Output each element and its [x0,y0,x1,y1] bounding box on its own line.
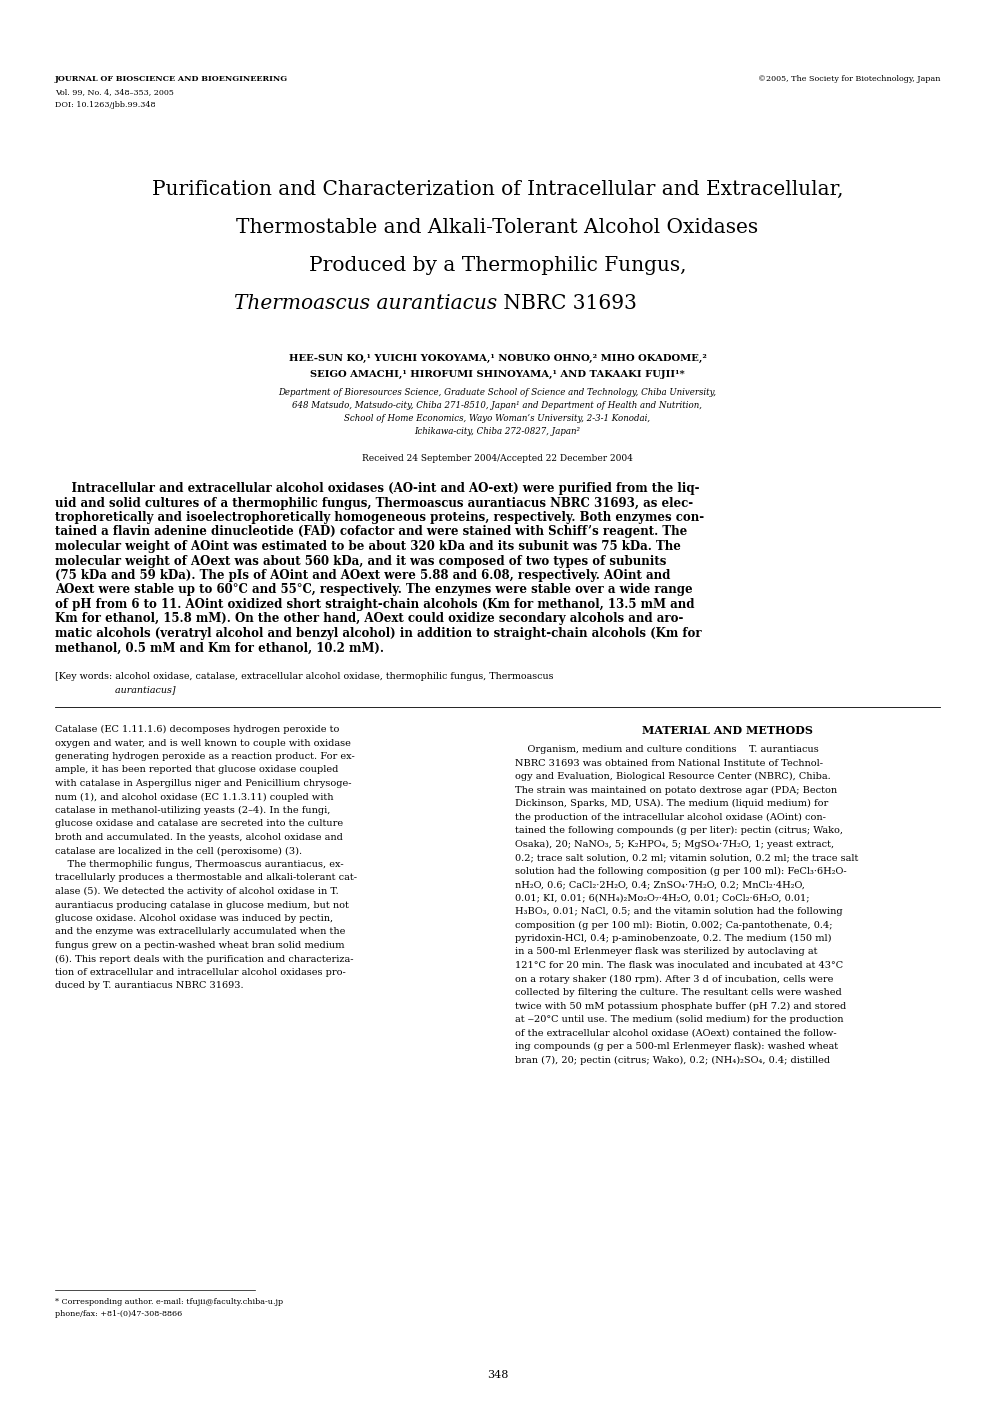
Text: ing compounds (g per a 500-ml Erlenmeyer flask): washed wheat: ing compounds (g per a 500-ml Erlenmeyer… [515,1042,838,1051]
Text: tained a flavin adenine dinucleotide (FAD) cofactor and were stained with Schiff: tained a flavin adenine dinucleotide (FA… [55,526,687,539]
Text: MATERIAL AND METHODS: MATERIAL AND METHODS [642,725,812,737]
Text: Purification and Characterization of Intracellular and Extracellular,: Purification and Characterization of Int… [152,180,843,199]
Text: broth and accumulated. In the yeasts, alcohol oxidase and: broth and accumulated. In the yeasts, al… [55,833,343,842]
Text: molecular weight of AOext was about 560 kDa, and it was composed of two types of: molecular weight of AOext was about 560 … [55,554,667,567]
Text: aurantiacus producing catalase in glucose medium, but not: aurantiacus producing catalase in glucos… [55,901,349,909]
Text: collected by filtering the culture. The resultant cells were washed: collected by filtering the culture. The … [515,988,842,998]
Text: 0.2; trace salt solution, 0.2 ml; vitamin solution, 0.2 ml; the trace salt: 0.2; trace salt solution, 0.2 ml; vitami… [515,853,858,861]
Text: trophoretically and isoelectrophoretically homogeneous proteins, respectively. B: trophoretically and isoelectrophoretical… [55,511,704,523]
Text: uid and solid cultures of a thermophilic fungus, Thermoascus aurantiacus NBRC 31: uid and solid cultures of a thermophilic… [55,497,693,509]
Text: H₃BO₃, 0.01; NaCl, 0.5; and the vitamin solution had the following: H₃BO₃, 0.01; NaCl, 0.5; and the vitamin … [515,906,842,916]
Text: AOext were stable up to 60°C and 55°C, respectively. The enzymes were stable ove: AOext were stable up to 60°C and 55°C, r… [55,584,692,596]
Text: catalase in methanol-utilizing yeasts (2–4). In the fungi,: catalase in methanol-utilizing yeasts (2… [55,805,330,815]
Text: Osaka), 20; NaNO₃, 5; K₂HPO₄, 5; MgSO₄·7H₂O, 1; yeast extract,: Osaka), 20; NaNO₃, 5; K₂HPO₄, 5; MgSO₄·7… [515,839,834,849]
Text: NBRC 31693: NBRC 31693 [498,295,638,313]
Text: glucose oxidase. Alcohol oxidase was induced by pectin,: glucose oxidase. Alcohol oxidase was ind… [55,913,333,923]
Text: on a rotary shaker (180 rpm). After 3 d of incubation, cells were: on a rotary shaker (180 rpm). After 3 d … [515,975,833,984]
Text: ogy and Evaluation, Biological Resource Center (NBRC), Chiba.: ogy and Evaluation, Biological Resource … [515,772,830,781]
Text: the production of the intracellular alcohol oxidase (AOint) con-: the production of the intracellular alco… [515,812,826,822]
Text: (6). This report deals with the purification and characteriza-: (6). This report deals with the purifica… [55,954,353,964]
Text: HEE-SUN KO,¹ YUICHI YOKOYAMA,¹ NOBUKO OHNO,² MIHO OKADOME,²: HEE-SUN KO,¹ YUICHI YOKOYAMA,¹ NOBUKO OH… [289,354,706,363]
Text: pyridoxin-HCl, 0.4; p-aminobenzoate, 0.2. The medium (150 ml): pyridoxin-HCl, 0.4; p-aminobenzoate, 0.2… [515,934,831,943]
Text: solution had the following composition (g per 100 ml): FeCl₃·6H₂O­: solution had the following composition (… [515,867,846,875]
Text: in a 500-ml Erlenmeyer flask was sterilized by autoclaving at: in a 500-ml Erlenmeyer flask was sterili… [515,947,817,957]
Text: Thermoascus aurantiacus: Thermoascus aurantiacus [234,295,498,313]
Text: 348: 348 [487,1369,508,1381]
Text: NBRC 31693 was obtained from National Institute of Technol-: NBRC 31693 was obtained from National In… [515,759,823,767]
Text: methanol, 0.5 mM and Km for ethanol, 10.2 mM).: methanol, 0.5 mM and Km for ethanol, 10.… [55,641,384,655]
Text: Ichikawa-city, Chiba 272-0827, Japan²: Ichikawa-city, Chiba 272-0827, Japan² [415,427,580,436]
Text: The strain was maintained on potato dextrose agar (PDA; Becton: The strain was maintained on potato dext… [515,786,837,794]
Text: Thermostable and Alkali-Tolerant Alcohol Oxidases: Thermostable and Alkali-Tolerant Alcohol… [236,217,759,237]
Text: 0.01; KI, 0.01; 6(NH₄)₂Mo₂O₇·4H₂O, 0.01; CoCl₂·6H₂O, 0.01;: 0.01; KI, 0.01; 6(NH₄)₂Mo₂O₇·4H₂O, 0.01;… [515,894,809,902]
Text: Vol. 99, No. 4, 348–353, 2005: Vol. 99, No. 4, 348–353, 2005 [55,88,174,95]
Text: composition (g per 100 ml): Biotin, 0.002; Ca-pantothenate, 0.4;: composition (g per 100 ml): Biotin, 0.00… [515,920,832,930]
Text: ©2005, The Society for Biotechnology, Japan: ©2005, The Society for Biotechnology, Ja… [758,74,940,83]
Text: twice with 50 mM potassium phosphate buffer (pH 7.2) and stored: twice with 50 mM potassium phosphate buf… [515,1002,846,1010]
Text: tion of extracellular and intracellular alcohol oxidases pro-: tion of extracellular and intracellular … [55,968,346,976]
Text: The thermophilic fungus, Thermoascus aurantiacus, ex-: The thermophilic fungus, Thermoascus aur… [55,860,343,868]
Text: SEIGO AMACHI,¹ HIROFUMI SHINOYAMA,¹ AND TAKAAKI FUJII¹*: SEIGO AMACHI,¹ HIROFUMI SHINOYAMA,¹ AND … [310,370,684,379]
Text: Intracellular and extracellular alcohol oxidases (AO­int and AO­ext) were purifi: Intracellular and extracellular alcohol … [55,483,699,495]
Text: and the enzyme was extracellularly accumulated when the: and the enzyme was extracellularly accum… [55,927,345,936]
Text: with catalase in Aspergillus niger and Penicillium chrysoge-: with catalase in Aspergillus niger and P… [55,779,351,788]
Text: 648 Matsudo, Matsudo-city, Chiba 271-8510, Japan¹ and Department of Health and N: 648 Matsudo, Matsudo-city, Chiba 271-851… [293,401,702,410]
Text: tracellularly produces a thermostable and alkali-tolerant cat-: tracellularly produces a thermostable an… [55,874,357,882]
Text: aurantiacus]: aurantiacus] [55,685,176,694]
Text: bran (7), 20; pectin (citrus; Wako), 0.2; (NH₄)₂SO₄, 0.4; distilled: bran (7), 20; pectin (citrus; Wako), 0.2… [515,1055,830,1065]
Text: of pH from 6 to 11. AOint oxidized short straight-chain alcohols (Km for methano: of pH from 6 to 11. AOint oxidized short… [55,598,694,610]
Text: JOURNAL OF BIOSCIENCE AND BIOENGINEERING: JOURNAL OF BIOSCIENCE AND BIOENGINEERING [55,74,288,83]
Text: School of Home Economics, Wayo Woman’s University, 2-3-1 Konodai,: School of Home Economics, Wayo Woman’s U… [344,414,651,422]
Text: * Corresponding author. e-mail: tfujii@faculty.chiba-u.jp: * Corresponding author. e-mail: tfujii@f… [55,1298,283,1306]
Text: [Key words: alcohol oxidase, catalase, extracellular alcohol oxidase, thermophil: [Key words: alcohol oxidase, catalase, e… [55,672,554,680]
Text: glucose oxidase and catalase are secreted into the culture: glucose oxidase and catalase are secrete… [55,819,343,829]
Text: Organism, medium and culture conditions    T. aurantiacus: Organism, medium and culture conditions … [515,745,818,753]
Text: nH₂O, 0.6; CaCl₂·2H₂O, 0.4; ZnSO₄·7H₂O, 0.2; MnCl₂·4H₂O,: nH₂O, 0.6; CaCl₂·2H₂O, 0.4; ZnSO₄·7H₂O, … [515,880,805,890]
Text: fungus grew on a pectin-washed wheat bran solid medium: fungus grew on a pectin-washed wheat bra… [55,941,344,950]
Text: Produced by a Thermophilic Fungus,: Produced by a Thermophilic Fungus, [309,255,686,275]
Text: DOI: 10.1263/jbb.99.348: DOI: 10.1263/jbb.99.348 [55,101,156,109]
Text: molecular weight of AOint was estimated to be about 320 kDa and its subunit was : molecular weight of AOint was estimated … [55,540,681,553]
Text: Received 24 September 2004/Accepted 22 December 2004: Received 24 September 2004/Accepted 22 D… [362,455,633,463]
Text: Department of Bioresources Science, Graduate School of Science and Technology, C: Department of Bioresources Science, Grad… [279,389,716,397]
Text: num (1), and alcohol oxidase (EC 1.1.3.11) coupled with: num (1), and alcohol oxidase (EC 1.1.3.1… [55,793,333,801]
Text: tained the following compounds (g per liter): pectin (citrus; Wako,: tained the following compounds (g per li… [515,826,843,835]
Text: generating hydrogen peroxide as a reaction product. For ex-: generating hydrogen peroxide as a reacti… [55,752,355,760]
Text: duced by T. aurantiacus NBRC 31693.: duced by T. aurantiacus NBRC 31693. [55,982,244,991]
Text: 121°C for 20 min. The flask was inoculated and incubated at 43°C: 121°C for 20 min. The flask was inoculat… [515,961,843,969]
Text: alase (5). We detected the activity of alcohol oxidase in T.: alase (5). We detected the activity of a… [55,887,338,897]
Text: Km for ethanol, 15.8 mM). On the other hand, AOext could oxidize secondary alcoh: Km for ethanol, 15.8 mM). On the other h… [55,613,683,626]
Text: phone/fax: +81-(0)47-308-8866: phone/fax: +81-(0)47-308-8866 [55,1310,183,1317]
Text: Dickinson, Sparks, MD, USA). The medium (liquid medium) for: Dickinson, Sparks, MD, USA). The medium … [515,798,828,808]
Text: catalase are localized in the cell (peroxisome) (3).: catalase are localized in the cell (pero… [55,846,303,856]
Text: matic alcohols (veratryl alcohol and benzyl alcohol) in addition to straight-cha: matic alcohols (veratryl alcohol and ben… [55,627,701,640]
Text: ample, it has been reported that glucose oxidase coupled: ample, it has been reported that glucose… [55,766,338,774]
Text: of the extracellular alcohol oxidase (AOext) contained the follow-: of the extracellular alcohol oxidase (AO… [515,1028,836,1037]
Text: oxygen and water, and is well known to couple with oxidase: oxygen and water, and is well known to c… [55,738,351,748]
Text: (75 kDa and 59 kDa). The pIs of AOint and AOext were 5.88 and 6.08, respectively: (75 kDa and 59 kDa). The pIs of AOint an… [55,570,671,582]
Text: Catalase (EC 1.11.1.6) decomposes hydrogen peroxide to: Catalase (EC 1.11.1.6) decomposes hydrog… [55,725,339,734]
Text: at ‒20°C until use. The medium (solid medium) for the production: at ‒20°C until use. The medium (solid me… [515,1014,843,1024]
